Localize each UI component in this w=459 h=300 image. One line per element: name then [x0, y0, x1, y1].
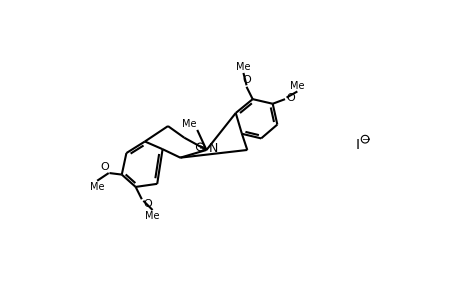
Text: O: O [143, 199, 152, 209]
Text: O: O [241, 75, 250, 85]
Text: Me: Me [145, 211, 159, 221]
Text: O: O [100, 162, 108, 172]
Text: I: I [355, 138, 358, 152]
Text: +: + [197, 144, 203, 150]
Text: N: N [208, 142, 218, 155]
Text: Me: Me [182, 119, 196, 129]
Text: O: O [286, 93, 295, 103]
Text: Me: Me [290, 81, 304, 91]
Text: −: − [361, 135, 368, 144]
Text: Me: Me [235, 62, 250, 72]
Text: Me: Me [90, 182, 104, 191]
